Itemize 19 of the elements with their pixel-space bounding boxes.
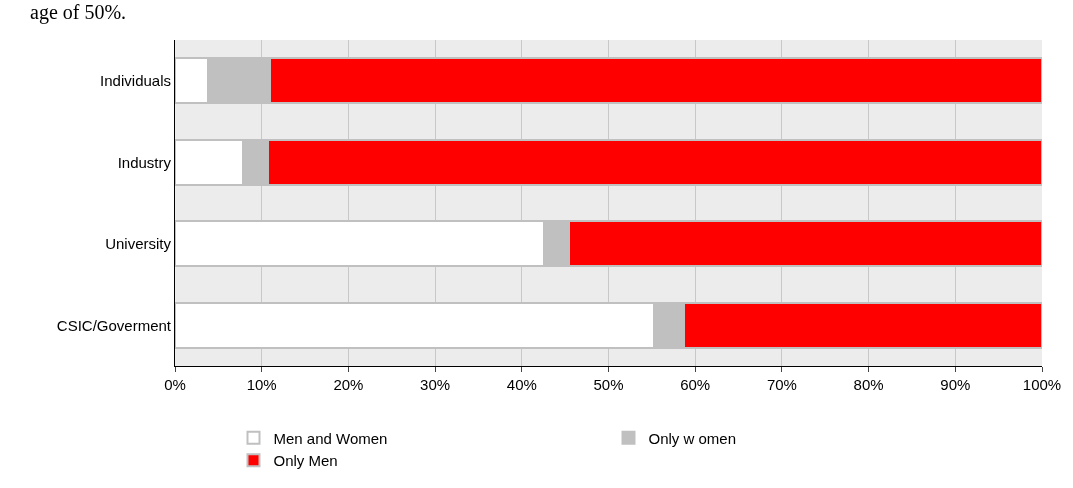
- legend-label: Men and Women: [273, 429, 388, 447]
- x-tick-label: 30%: [420, 376, 451, 393]
- x-tick-label: 0%: [164, 376, 186, 393]
- x-tick-label: 20%: [333, 376, 364, 393]
- y-tick-label: University: [105, 235, 172, 252]
- x-tick-label: 80%: [853, 376, 884, 393]
- x-tick-label: 100%: [1022, 376, 1062, 393]
- y-tick-label: Industry: [117, 153, 172, 171]
- x-tick-label: 70%: [766, 376, 797, 393]
- x-tick-label: 60%: [680, 376, 711, 393]
- x-tick-label: 90%: [940, 376, 971, 393]
- legend-label: Only Men: [273, 452, 338, 470]
- y-tick-label: Individuals: [100, 72, 171, 89]
- x-tick-label: 40%: [506, 376, 537, 393]
- x-tick-label: 50%: [593, 376, 624, 393]
- legend-label: Only w omen: [648, 429, 737, 447]
- y-tick-label: CSIC/Goverment: [56, 316, 172, 334]
- text: age of 50%.: [30, 1, 127, 24]
- x-tick-label: 10%: [246, 376, 277, 393]
